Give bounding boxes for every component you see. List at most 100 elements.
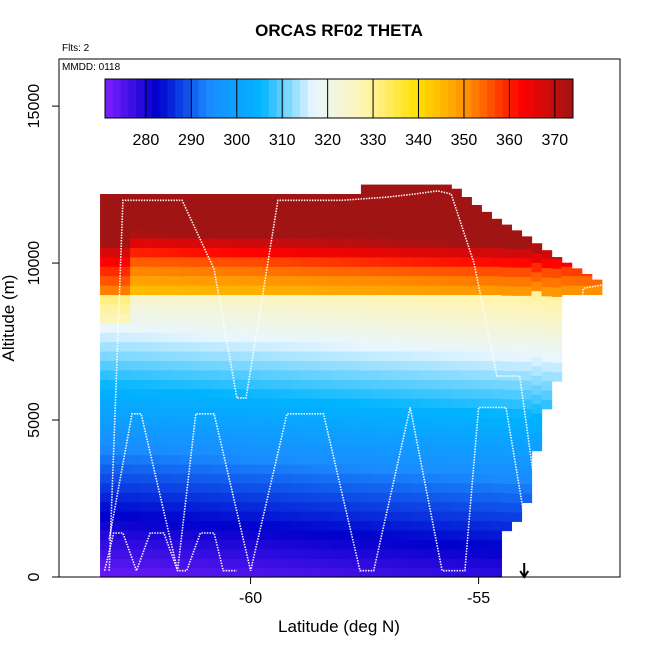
heatmap-cell [160, 379, 171, 390]
heatmap-cell [511, 361, 523, 372]
heatmap-cell [350, 228, 362, 239]
heatmap-cell [501, 304, 513, 315]
heatmap-cell [280, 529, 292, 540]
heatmap-cell [140, 341, 151, 352]
heatmap-cell [511, 332, 523, 343]
heatmap-cell [461, 379, 472, 390]
heatmap-cell [501, 276, 513, 287]
heatmap-cell [431, 473, 442, 484]
heatmap-cell [340, 379, 352, 390]
heatmap-cell [471, 388, 482, 399]
heatmap-cell [501, 464, 513, 475]
heatmap-cell [320, 313, 332, 324]
heatmap-cell [360, 520, 372, 531]
heatmap-cell [441, 219, 452, 230]
heatmap-cell [150, 228, 161, 239]
heatmap-cell [441, 322, 452, 333]
heatmap-cell [431, 322, 442, 333]
heatmap-cell [200, 237, 212, 248]
heatmap-cell [441, 501, 452, 512]
heatmap-cell [260, 454, 272, 465]
heatmap-cell [501, 332, 513, 343]
heatmap-cell [401, 190, 412, 201]
heatmap-cell [521, 389, 533, 400]
heatmap-cell [150, 285, 161, 296]
heatmap-cell [541, 352, 553, 363]
heatmap-cell [561, 262, 573, 267]
heatmap-cell [150, 200, 161, 211]
heatmap-cell [140, 275, 151, 286]
heatmap-cell [100, 511, 111, 522]
heatmap-cell [441, 473, 452, 484]
heatmap-cell [330, 219, 342, 230]
heatmap-cell [360, 426, 372, 437]
heatmap-cell [511, 267, 523, 278]
heatmap-cell [280, 445, 292, 456]
heatmap-cell [461, 473, 472, 484]
heatmap-cell [431, 567, 442, 578]
heatmap-cell [220, 511, 232, 522]
heatmap-cell [360, 275, 372, 286]
heatmap-cell [501, 521, 513, 532]
heatmap-cell [441, 416, 452, 427]
heatmap-cell [330, 350, 342, 361]
heatmap-cell [230, 548, 242, 559]
heatmap-cell [370, 529, 382, 540]
heatmap-cell [110, 256, 121, 267]
heatmap-cell [350, 445, 362, 456]
heatmap-cell [401, 200, 412, 211]
heatmap-cell [411, 398, 422, 409]
heatmap-cell [100, 463, 111, 474]
heatmap-cell [370, 285, 382, 296]
heatmap-cell [160, 360, 171, 371]
heatmap-cell [391, 445, 402, 456]
heatmap-cell [180, 511, 191, 522]
heatmap-cell [110, 539, 121, 550]
heatmap-cell [591, 285, 603, 296]
heatmap-cell [120, 369, 131, 380]
heatmap-cell [240, 303, 252, 314]
heatmap-cell [240, 435, 252, 446]
heatmap-cell [340, 558, 352, 569]
colorbar-swatch [370, 79, 379, 118]
heatmap-cell [300, 193, 312, 201]
heatmap-cell [120, 398, 131, 409]
heatmap-cell [521, 295, 533, 306]
heatmap-cell [180, 294, 191, 305]
heatmap-cell [130, 463, 141, 474]
heatmap-cell [481, 360, 492, 371]
heatmap-cell [461, 285, 472, 296]
colorbar-swatch [448, 79, 457, 118]
heatmap-cell [320, 435, 332, 446]
heatmap-cell [491, 463, 503, 474]
heatmap-cell [330, 558, 342, 569]
heatmap-cell [431, 529, 442, 540]
heatmap-cell [411, 209, 422, 220]
heatmap-cell [160, 567, 171, 578]
heatmap-cell [110, 275, 121, 286]
heatmap-cell [551, 257, 563, 260]
heatmap-cell [120, 511, 131, 522]
heatmap-cell [481, 548, 492, 559]
heatmap-cell [180, 482, 191, 493]
heatmap-cell [320, 388, 332, 399]
heatmap-cell [220, 407, 232, 418]
heatmap-cell [461, 303, 472, 314]
heatmap-cell [150, 256, 161, 267]
heatmap-cell [130, 558, 141, 569]
heatmap-cell [330, 416, 342, 427]
heatmap-cell [200, 482, 212, 493]
heatmap-cell [260, 379, 272, 390]
heatmap-cell [160, 237, 171, 248]
heatmap-cell [370, 209, 382, 220]
heatmap-cell [431, 228, 442, 239]
heatmap-cell [451, 190, 462, 201]
heatmap-cell [330, 548, 342, 559]
heatmap-cell [330, 285, 342, 296]
heatmap-cell [340, 454, 352, 465]
heatmap-cell [210, 454, 222, 465]
heatmap-cell [210, 529, 222, 540]
heatmap-cell [210, 511, 222, 522]
heatmap-cell [170, 313, 181, 324]
colorbar-tick-label: 280 [133, 132, 160, 149]
